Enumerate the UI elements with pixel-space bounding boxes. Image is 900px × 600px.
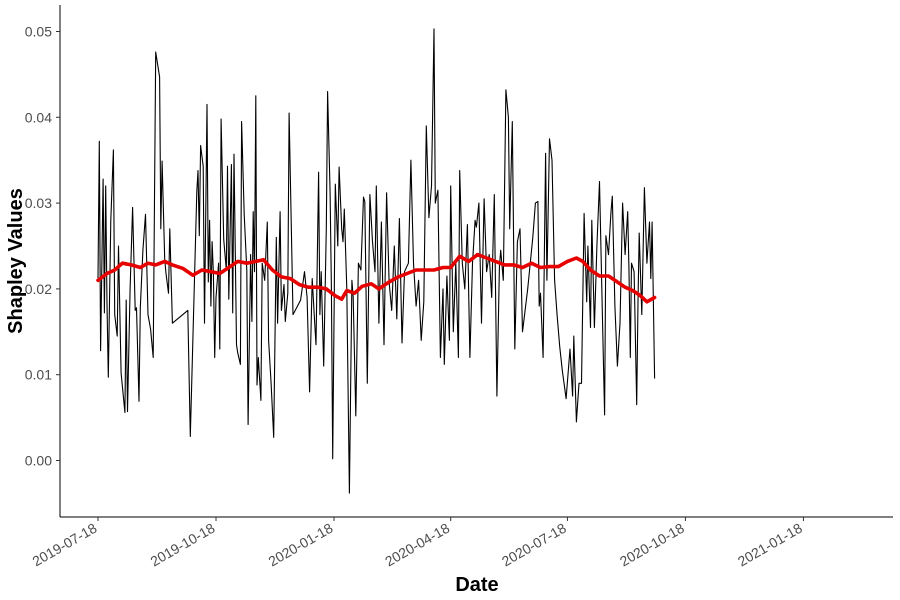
- y-tick-label: 0.00: [25, 453, 52, 469]
- y-tick-label: 0.02: [25, 281, 52, 297]
- x-tick-label: 2020-10-18: [617, 520, 687, 570]
- smoothed-trend-line: [96, 252, 657, 304]
- y-ticks: 0.00 0.01 0.02 0.03 0.04 0.05: [25, 24, 60, 469]
- plot-lines: [96, 28, 657, 494]
- x-tick-label: 2020-04-18: [382, 520, 452, 570]
- y-tick-label: 0.03: [25, 195, 52, 211]
- x-ticks: 2019-07-18 2019-10-18 2020-01-18 2020-04-18…: [29, 517, 805, 569]
- y-tick-label: 0.05: [25, 24, 52, 40]
- y-tick-label: 0.01: [25, 367, 52, 383]
- x-tick-label: 2019-10-18: [147, 520, 217, 570]
- x-tick-label: 2020-07-18: [499, 520, 569, 570]
- x-tick-label: 2021-01-18: [735, 520, 805, 570]
- x-axis-title: Date: [455, 574, 498, 596]
- x-tick-label: 2020-01-18: [265, 520, 335, 570]
- y-tick-label: 0.04: [25, 109, 52, 125]
- shapley-series-line: [97, 28, 656, 494]
- x-tick-label: 2019-07-18: [29, 520, 99, 570]
- y-axis-title: Shapley Values: [5, 188, 27, 334]
